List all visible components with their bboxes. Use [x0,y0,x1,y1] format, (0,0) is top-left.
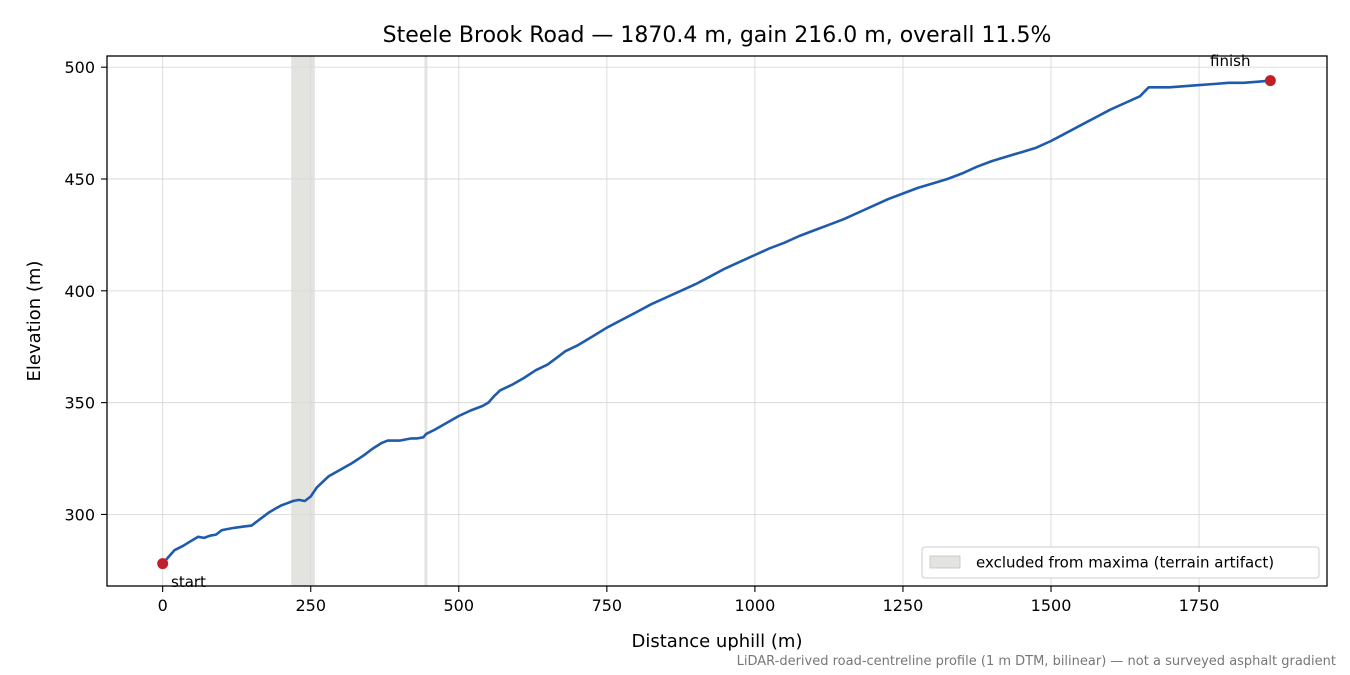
x-tick-label: 250 [295,596,326,615]
legend: excluded from maxima (terrain artifact) [921,546,1320,579]
x-axis-label: Distance uphill (m) [632,631,803,652]
marker-start [157,558,169,570]
series-line-layer [161,79,1272,565]
series-line [161,79,1272,565]
legend-swatch-excluded [929,555,961,569]
x-tick-label: 0 [158,596,168,615]
excluded-band [424,56,428,586]
marker-layer [157,75,1276,570]
start-label: start [171,573,206,591]
x-tick-label: 1250 [883,596,924,615]
y-tick-label: 350 [64,394,95,413]
finish-label: finish [1210,52,1250,70]
x-tick-label: 1500 [1031,596,1072,615]
grid-layer [107,56,1327,586]
tick-layer: 0 250 500 750 1000 1250 1500 1750 300 350 400 450 50… [64,58,1219,615]
x-tick-label: 750 [592,596,623,615]
y-tick-label: 300 [64,505,95,524]
chart-title: Steele Brook Road — 1870.4 m, gain 216.0… [383,23,1052,48]
x-tick-label: 500 [444,596,475,615]
excluded-band-layer [291,56,428,586]
y-tick-label: 450 [64,170,95,189]
y-tick-label: 400 [64,282,95,301]
plot-frame [106,55,1328,587]
legend-entry-excluded: excluded from maxima (terrain artifact) [976,554,1274,572]
excluded-band [291,56,315,586]
y-tick-label: 500 [64,58,95,77]
legend-box [921,546,1320,579]
footnote: LiDAR-derived road-centreline profile (1… [737,654,1336,669]
x-tick-label: 1750 [1179,596,1220,615]
x-tick-label: 1000 [735,596,776,615]
marker-finish [1264,75,1276,87]
y-axis-label: Elevation (m) [24,261,45,382]
